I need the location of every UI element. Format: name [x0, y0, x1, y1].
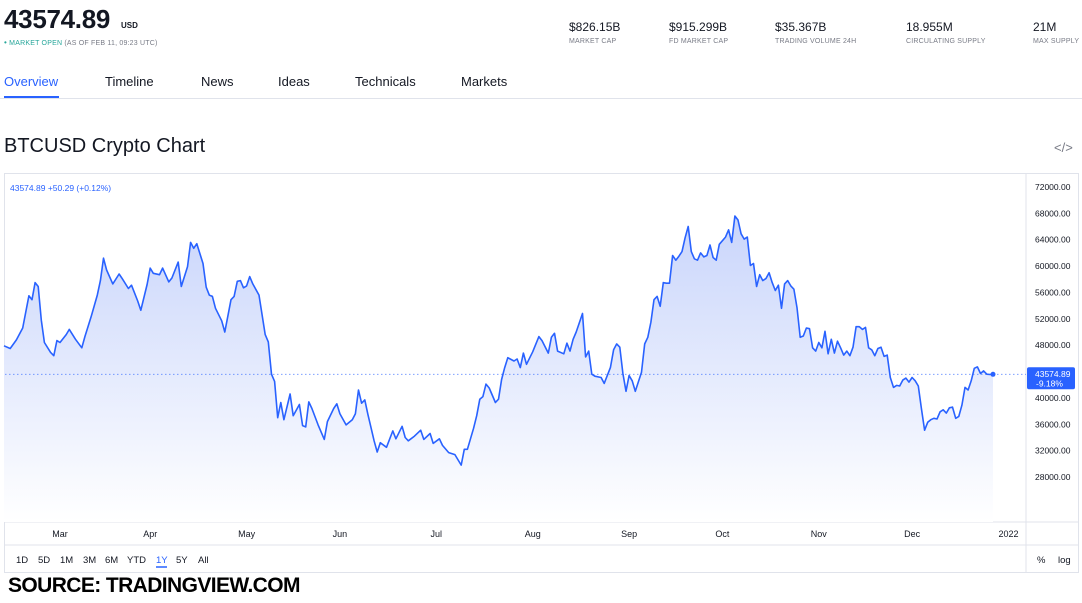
- stat-trading-volume: $35.367B TRADING VOLUME 24H: [775, 20, 856, 45]
- as-of-time: (AS OF FEB 11, 09:23 UTC): [64, 40, 158, 47]
- tab-markets[interactable]: Markets: [461, 74, 508, 89]
- y-tick-label: 36000.00: [1035, 419, 1071, 429]
- period-button-5d[interactable]: 5D: [38, 555, 50, 566]
- tab-timeline[interactable]: Timeline: [105, 74, 154, 89]
- period-button-6m[interactable]: 6M: [105, 555, 118, 566]
- x-tick-label: 2022: [998, 529, 1018, 539]
- price-area-fill: [4, 216, 993, 522]
- last-price-badge-value: 43574.89: [1035, 369, 1071, 379]
- period-button-3m[interactable]: 3M: [83, 555, 96, 566]
- last-price: 43574.89: [4, 4, 111, 34]
- period-button-5y[interactable]: 5Y: [176, 555, 188, 566]
- scale-button-log[interactable]: log: [1058, 555, 1071, 566]
- status-dot-icon: •: [4, 38, 8, 47]
- y-tick-label: 32000.00: [1035, 446, 1071, 456]
- period-button-1m[interactable]: 1M: [60, 555, 73, 566]
- y-tick-label: 72000.00: [1035, 182, 1071, 192]
- y-tick-label: 64000.00: [1035, 235, 1071, 245]
- y-tick-label: 68000.00: [1035, 208, 1071, 218]
- x-tick-label: Jun: [333, 529, 348, 539]
- period-button-all[interactable]: All: [198, 555, 209, 566]
- x-tick-label: Dec: [904, 529, 921, 539]
- last-price-badge-change: -9.18%: [1036, 378, 1063, 388]
- stat-label: MAX SUPPLY: [1033, 38, 1080, 45]
- stat-label: TRADING VOLUME 24H: [775, 38, 857, 45]
- y-tick-label: 48000.00: [1035, 340, 1071, 350]
- active-tab-indicator: [4, 96, 59, 98]
- x-tick-label: Apr: [143, 529, 157, 539]
- chart-legend-text: 43574.89 +50.29 (+0.12%): [10, 183, 111, 193]
- tabs-divider: [0, 98, 1082, 99]
- stat-max-supply: 21M MAX SUPPLY: [1033, 20, 1079, 45]
- stat-fd-market-cap: $915.299B FD MARKET CAP: [669, 20, 728, 45]
- period-button-1d[interactable]: 1D: [16, 555, 28, 566]
- tab-overview[interactable]: Overview: [4, 74, 59, 89]
- x-tick-label: Mar: [52, 529, 68, 539]
- x-tick-label: Jul: [431, 529, 443, 539]
- stat-label: MARKET CAP: [569, 38, 617, 45]
- last-price-point: [990, 371, 996, 377]
- price-line: [3, 215, 994, 466]
- stat-value: $915.299B: [669, 20, 728, 34]
- y-tick-label: 60000.00: [1035, 261, 1071, 271]
- market-open-label: MARKET OPEN: [9, 40, 63, 47]
- stat-value: $35.367B: [775, 20, 827, 34]
- x-tick-label: May: [238, 529, 256, 539]
- last-price-badge: [1027, 367, 1075, 390]
- tab-news[interactable]: News: [201, 74, 234, 89]
- source-caption: SOURCE: TRADINGVIEW.COM: [8, 574, 300, 597]
- x-tick-label: Oct: [715, 529, 730, 539]
- y-tick-label: 56000.00: [1035, 288, 1071, 298]
- x-tick-label: Nov: [811, 529, 828, 539]
- chart-title: BTCUSD Crypto Chart: [4, 135, 206, 157]
- x-tick-label: Aug: [525, 529, 541, 539]
- x-tick-label: Sep: [621, 529, 637, 539]
- period-button-1y[interactable]: 1Y: [156, 555, 168, 566]
- currency-label: USD: [121, 21, 138, 30]
- y-tick-label: 40000.00: [1035, 393, 1071, 403]
- y-tick-label: 28000.00: [1035, 472, 1071, 482]
- period-button-ytd[interactable]: YTD: [127, 555, 146, 566]
- stat-label: FD MARKET CAP: [669, 38, 729, 45]
- tab-ideas[interactable]: Ideas: [278, 74, 310, 89]
- market-status: • MARKET OPEN (AS OF FEB 11, 09:23 UTC): [4, 38, 158, 47]
- stat-label: CIRCULATING SUPPLY: [906, 38, 986, 45]
- stat-value: 21M: [1033, 20, 1057, 34]
- stat-value: $826.15B: [569, 20, 621, 34]
- stat-value: 18.955M: [906, 20, 953, 34]
- stat-market-cap: $826.15B MARKET CAP: [569, 20, 620, 45]
- scale-button-percent[interactable]: %: [1037, 555, 1046, 566]
- y-tick-label: 52000.00: [1035, 314, 1071, 324]
- tab-technicals[interactable]: Technicals: [355, 74, 416, 89]
- stat-circulating-supply: 18.955M CIRCULATING SUPPLY: [906, 20, 986, 45]
- code-embed-icon[interactable]: </>: [1054, 140, 1073, 155]
